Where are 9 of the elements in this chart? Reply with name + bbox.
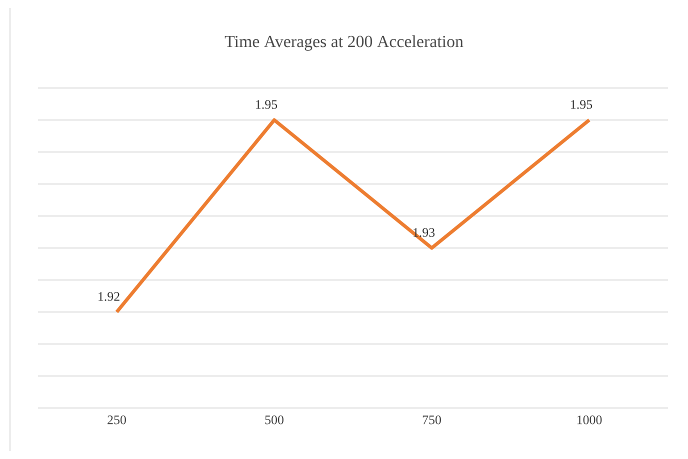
x-tick-label: 1000: [577, 416, 602, 424]
chart-title: Time Averages at 200 Acceleration: [224, 35, 464, 51]
data-label: 1.93: [414, 228, 435, 237]
data-label: 1.95: [571, 100, 592, 109]
x-tick-label: 750: [422, 416, 441, 424]
x-tick-label: 250: [108, 416, 126, 424]
x-tick-label: 500: [265, 416, 284, 424]
data-label: 1.92: [98, 292, 120, 301]
data-label: 1.95: [256, 100, 278, 109]
